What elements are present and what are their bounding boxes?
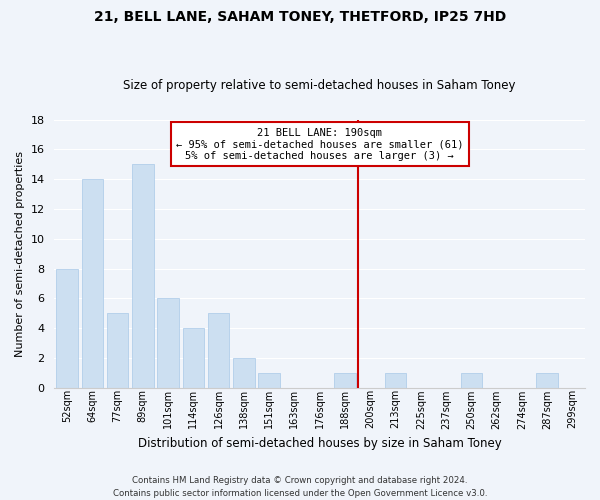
Bar: [157, 298, 179, 388]
Text: 21 BELL LANE: 190sqm
← 95% of semi-detached houses are smaller (61)
5% of semi-d: 21 BELL LANE: 190sqm ← 95% of semi-detac…: [176, 128, 463, 161]
Bar: [107, 314, 128, 388]
Bar: [259, 373, 280, 388]
Bar: [461, 373, 482, 388]
Bar: [132, 164, 154, 388]
Title: Size of property relative to semi-detached houses in Saham Toney: Size of property relative to semi-detach…: [124, 79, 516, 92]
Bar: [208, 314, 229, 388]
Bar: [385, 373, 406, 388]
Bar: [536, 373, 558, 388]
Text: Contains HM Land Registry data © Crown copyright and database right 2024.
Contai: Contains HM Land Registry data © Crown c…: [113, 476, 487, 498]
Bar: [233, 358, 254, 388]
Bar: [82, 179, 103, 388]
Bar: [182, 328, 204, 388]
Text: 21, BELL LANE, SAHAM TONEY, THETFORD, IP25 7HD: 21, BELL LANE, SAHAM TONEY, THETFORD, IP…: [94, 10, 506, 24]
Y-axis label: Number of semi-detached properties: Number of semi-detached properties: [15, 150, 25, 356]
Bar: [56, 268, 78, 388]
Bar: [334, 373, 356, 388]
X-axis label: Distribution of semi-detached houses by size in Saham Toney: Distribution of semi-detached houses by …: [138, 437, 502, 450]
